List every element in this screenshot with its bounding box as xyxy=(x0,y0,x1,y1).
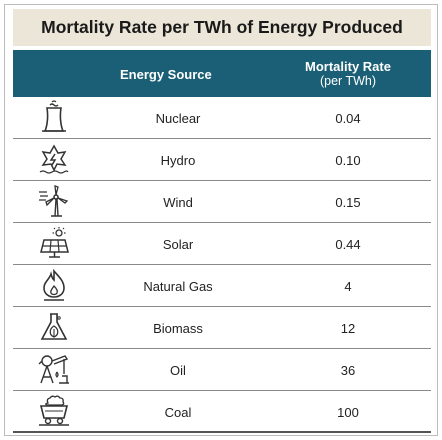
mortality-rate-cell: 100 xyxy=(337,404,359,420)
wind-turbine-icon xyxy=(37,184,71,218)
energy-source-cell: Solar xyxy=(162,236,194,252)
solar-panel-icon xyxy=(37,226,71,260)
table-row: Hydro 0.10 xyxy=(13,139,431,181)
oil-pump-icon xyxy=(37,352,71,386)
coal-cart-icon xyxy=(37,394,71,428)
table-row: Wind 0.15 xyxy=(13,181,431,223)
energy-source-cell: Oil xyxy=(170,362,186,378)
header-rate-line1: Mortality Rate xyxy=(305,58,391,74)
hydro-icon xyxy=(37,142,71,176)
mortality-rate-cell: 36 xyxy=(340,362,356,378)
flame-icon xyxy=(37,268,71,302)
mortality-rate-cell: 12 xyxy=(340,320,356,336)
table-row: Nuclear 0.04 xyxy=(13,97,431,139)
energy-source-cell: Coal xyxy=(164,404,192,420)
table-frame: Mortality Rate per TWh of Energy Produce… xyxy=(4,4,438,436)
biomass-flask-icon xyxy=(37,310,71,344)
table-title: Mortality Rate per TWh of Energy Produce… xyxy=(13,9,431,46)
table-row: Solar 0.44 xyxy=(13,223,431,265)
energy-source-cell: Hydro xyxy=(160,152,196,168)
mortality-rate-cell: 0.04 xyxy=(335,110,361,126)
mortality-rate-cell: 0.10 xyxy=(335,152,361,168)
table-row: Natural Gas 4 xyxy=(13,265,431,307)
header-rate-line2: (per TWh) xyxy=(319,73,377,88)
nuclear-plant-icon xyxy=(37,100,71,134)
table-header: Energy Source Mortality Rate (per TWh) xyxy=(13,50,431,97)
energy-source-cell: Nuclear xyxy=(155,110,201,126)
header-energy-source: Energy Source xyxy=(120,67,212,82)
table-row: Coal 100 xyxy=(13,391,431,433)
header-mortality-rate: Mortality Rate (per TWh) xyxy=(283,50,413,97)
energy-source-cell: Natural Gas xyxy=(143,278,213,294)
table-body: Nuclear 0.04 Hydro 0.10 Wind 0.15 Solar 0.44 Nat… xyxy=(13,97,431,433)
table-row: Biomass 12 xyxy=(13,307,431,349)
energy-source-cell: Biomass xyxy=(153,320,203,336)
energy-source-cell: Wind xyxy=(163,194,193,210)
mortality-rate-cell: 4 xyxy=(344,278,352,294)
table-row: Oil 36 xyxy=(13,349,431,391)
mortality-rate-cell: 0.44 xyxy=(335,236,361,252)
mortality-rate-cell: 0.15 xyxy=(335,194,361,210)
